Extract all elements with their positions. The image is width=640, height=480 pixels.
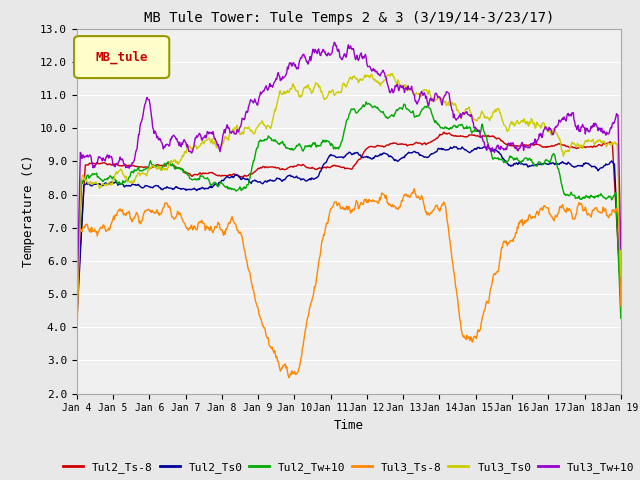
X-axis label: Time: Time: [334, 419, 364, 432]
FancyBboxPatch shape: [74, 36, 169, 78]
Y-axis label: Temperature (C): Temperature (C): [22, 155, 35, 267]
Title: MB Tule Tower: Tule Temps 2 & 3 (3/19/14-3/23/17): MB Tule Tower: Tule Temps 2 & 3 (3/19/14…: [143, 11, 554, 25]
Legend: Tul2_Ts-8, Tul2_Ts0, Tul2_Tw+10, Tul3_Ts-8, Tul3_Ts0, Tul3_Tw+10: Tul2_Ts-8, Tul2_Ts0, Tul2_Tw+10, Tul3_Ts…: [59, 457, 639, 477]
Text: MB_tule: MB_tule: [96, 50, 148, 63]
